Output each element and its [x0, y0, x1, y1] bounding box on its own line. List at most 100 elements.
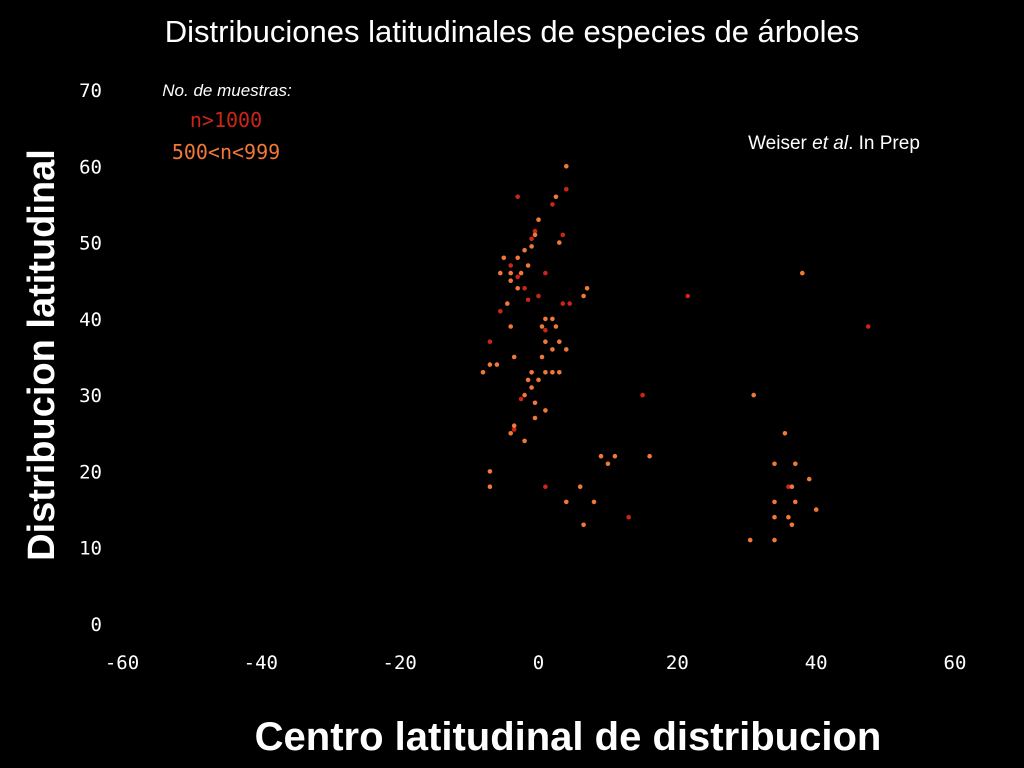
- data-point: [772, 461, 777, 467]
- data-point: [581, 522, 586, 528]
- data-point: [598, 453, 604, 459]
- y-tick-label: 0: [91, 614, 102, 636]
- data-point: [522, 392, 527, 398]
- data-point: [793, 461, 798, 467]
- data-point: [480, 370, 486, 375]
- data-point: [529, 370, 534, 375]
- series-500-999: [480, 164, 819, 543]
- data-point: [487, 362, 493, 367]
- data-point: [584, 286, 590, 291]
- data-point: [515, 286, 520, 291]
- data-point: [515, 194, 520, 200]
- data-point: [543, 408, 548, 413]
- data-point: [515, 274, 520, 280]
- data-point: [550, 202, 555, 207]
- data-point: [560, 232, 566, 238]
- data-point: [511, 354, 517, 360]
- data-point: [529, 236, 534, 242]
- data-point: [518, 396, 524, 402]
- data-point: [539, 324, 545, 329]
- data-point: [581, 293, 586, 299]
- data-point: [487, 484, 493, 490]
- data-point: [685, 293, 690, 299]
- data-point: [511, 427, 517, 432]
- series-n-gt-1000: [487, 186, 871, 520]
- data-point: [747, 537, 753, 543]
- data-point: [505, 301, 510, 306]
- data-point: [813, 507, 819, 512]
- data-point: [557, 370, 562, 375]
- data-point: [626, 514, 631, 520]
- data-point: [522, 286, 527, 291]
- data-point: [525, 377, 531, 383]
- data-point: [786, 484, 791, 490]
- data-point: [550, 370, 555, 375]
- data-point: [789, 484, 795, 490]
- x-tick-label: -60: [105, 652, 139, 674]
- data-point: [564, 186, 569, 192]
- y-tick-label: 10: [79, 538, 102, 560]
- data-point: [543, 370, 548, 375]
- y-tick-label: 50: [79, 233, 102, 255]
- y-tick-label: 20: [79, 461, 102, 483]
- chart-title: Distribuciones latitudinales de especies…: [165, 14, 859, 49]
- credit-status: . In Prep: [848, 133, 920, 154]
- data-point: [522, 247, 527, 253]
- data-point: [487, 469, 493, 474]
- credit-et-al: et al: [812, 133, 849, 154]
- data-point: [567, 301, 572, 306]
- data-point: [511, 423, 517, 429]
- data-point: [612, 453, 618, 459]
- data-point: [605, 461, 611, 467]
- data-point: [501, 255, 507, 261]
- data-point: [494, 362, 500, 367]
- data-point: [564, 347, 569, 352]
- data-point: [806, 476, 812, 482]
- data-point: [564, 499, 569, 505]
- x-tick-labels: -60 -40 -20 0 20 40 60: [105, 652, 967, 674]
- data-point: [751, 392, 756, 398]
- y-tick-label: 60: [79, 156, 102, 178]
- data-point: [539, 354, 545, 360]
- data-point: [518, 270, 524, 276]
- data-point: [536, 217, 541, 222]
- credit-authors: Weiser: [748, 133, 812, 154]
- data-point: [543, 484, 548, 490]
- data-point: [543, 328, 548, 333]
- data-point: [532, 400, 538, 406]
- y-tick-label: 70: [79, 80, 102, 102]
- data-point: [772, 537, 777, 543]
- data-point: [532, 415, 538, 421]
- y-tick-labels: 0 10 20 30 40 50 60 70: [79, 80, 102, 636]
- x-tick-label: 60: [944, 652, 967, 674]
- data-point: [553, 194, 559, 200]
- data-point: [550, 316, 555, 322]
- data-point: [532, 228, 538, 234]
- data-point: [782, 431, 788, 436]
- credit-annotation: Weiser et al. In Prep: [748, 133, 920, 154]
- data-point: [591, 499, 597, 505]
- data-point: [865, 324, 871, 329]
- y-tick-label: 30: [79, 385, 102, 407]
- data-point: [577, 484, 583, 490]
- data-point: [786, 514, 791, 520]
- data-point: [772, 499, 777, 505]
- data-point: [800, 270, 805, 276]
- data-point: [543, 339, 548, 345]
- y-tick-label: 40: [79, 309, 102, 331]
- data-point: [553, 324, 559, 329]
- y-axis-label: Distribucion latitudinal: [21, 149, 63, 561]
- data-point: [536, 377, 541, 383]
- data-point: [525, 297, 531, 303]
- legend-entry-n-gt-1000: n>1000: [190, 108, 262, 132]
- data-point: [487, 339, 493, 345]
- x-tick-label: 0: [533, 652, 544, 674]
- data-point: [793, 499, 798, 505]
- data-point: [525, 263, 531, 268]
- data-point: [789, 522, 795, 528]
- data-point: [550, 347, 555, 352]
- data-point: [498, 270, 503, 276]
- data-point: [536, 293, 541, 299]
